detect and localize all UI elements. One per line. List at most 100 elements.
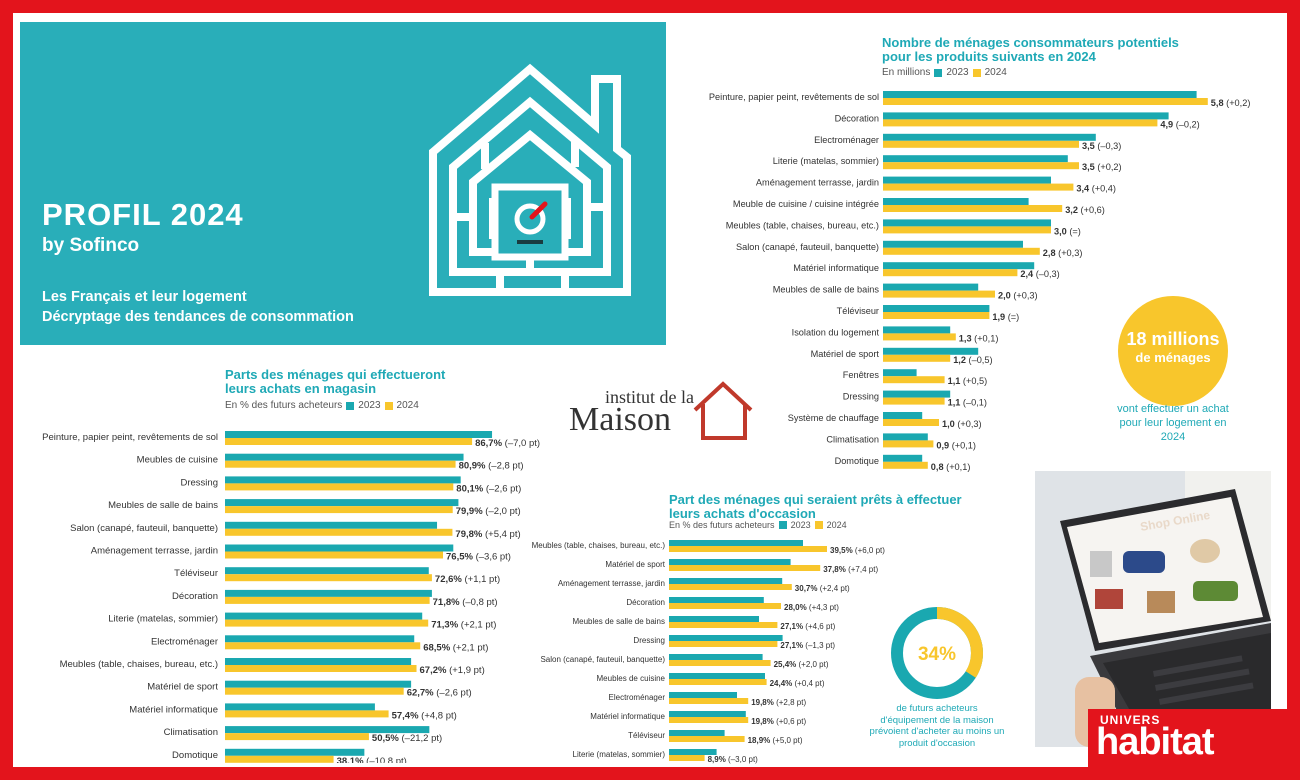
- bar-2024: [883, 205, 1063, 212]
- bar-2023: [225, 748, 365, 756]
- delta-label: (+0,2): [1224, 98, 1251, 108]
- delta-label: (+5,4 pt): [482, 529, 520, 540]
- value-label: 71,8%: [433, 597, 460, 608]
- bar-2023: [669, 616, 759, 622]
- delta-label: (–0,3): [1033, 269, 1060, 279]
- category-label: Meubles de salle de bains: [773, 285, 880, 295]
- bar-2023: [883, 91, 1197, 98]
- value-label: 57,4%: [392, 710, 419, 721]
- legend-label-2024: 2024: [396, 400, 419, 411]
- value-label: 1,1: [948, 376, 961, 386]
- data-label: 79,8% (+5,4 pt): [455, 529, 520, 540]
- category-label: Aménagement terrasse, jardin: [756, 178, 879, 188]
- bar-2023: [669, 749, 717, 755]
- category-label: Meuble de cuisine / cuisine intégrée: [733, 199, 879, 209]
- value-label: 72,6%: [435, 574, 462, 585]
- data-label: 8,9% (–3,0 pt): [708, 755, 759, 764]
- bar-2023: [669, 730, 725, 736]
- bar-2024: [883, 440, 934, 448]
- data-label: 72,6% (+1,1 pt): [435, 574, 500, 585]
- bar-2023: [883, 369, 917, 377]
- delta-label: (+0,1): [972, 333, 999, 343]
- bar-2024: [669, 565, 821, 571]
- data-label: 28,0% (+4,3 pt): [784, 603, 839, 612]
- value-label: 19,8%: [751, 698, 774, 707]
- delta-label: (–3,0 pt): [726, 755, 758, 764]
- value-label: 1,1: [948, 398, 961, 408]
- bar-2023: [883, 133, 1096, 141]
- bar-2024: [669, 717, 749, 723]
- data-label: 3,2 (+0,6): [1065, 205, 1105, 215]
- laptop-shop-photo: Shop Online: [1035, 471, 1271, 747]
- bar-2023: [669, 578, 783, 584]
- bar-2024: [883, 162, 1079, 170]
- bar-2024: [225, 642, 421, 650]
- value-label: 19,8%: [751, 717, 774, 726]
- hero-subheadline: Décryptage des tendances de consommation: [42, 309, 354, 325]
- data-label: 50,5% (–21,2 pt): [372, 733, 442, 744]
- value-label: 2,4: [1020, 269, 1034, 279]
- value-label: 5,8: [1211, 98, 1224, 108]
- bar-2023: [883, 283, 979, 291]
- value-label: 1,3: [959, 333, 972, 343]
- bar-2023: [225, 499, 459, 507]
- chart-store-subtitle: En % des futurs acheteurs: [225, 400, 343, 411]
- delta-label: (–1,3 pt): [803, 641, 835, 650]
- value-label: 3,0: [1054, 226, 1067, 236]
- bar-2023: [883, 347, 979, 355]
- laptop-illustration: Shop Online: [1035, 471, 1271, 747]
- value-label: 79,9%: [456, 506, 483, 517]
- data-label: 57,4% (+4,8 pt): [392, 710, 457, 721]
- data-label: 1,1 (–0,1): [948, 398, 987, 408]
- brand-byline: by Sofinco: [42, 235, 140, 256]
- bar-2024: [669, 584, 792, 590]
- category-label: Matériel de sport: [605, 560, 665, 569]
- value-label: 71,3%: [431, 620, 458, 631]
- bar-2024: [225, 596, 430, 604]
- category-label: Matériel de sport: [147, 682, 218, 693]
- category-label: Dressing: [181, 477, 219, 488]
- institut-logo-line1: institut de la: [605, 387, 694, 407]
- bar-2023: [883, 198, 1029, 205]
- delta-label: (+5,0 pt): [770, 736, 803, 745]
- value-label: 0,8: [931, 462, 944, 472]
- category-label: Domotique: [172, 750, 218, 761]
- legend-swatch-2024: [384, 401, 393, 410]
- data-label: 62,7% (–2,6 pt): [407, 688, 472, 699]
- category-label: Décoration: [835, 113, 879, 123]
- bar-2024: [225, 710, 389, 718]
- category-label: Peinture, papier peint, revêtements de s…: [42, 432, 218, 443]
- delta-label: (+6,0 pt): [853, 546, 886, 555]
- delta-label: (+7,4 pt): [846, 565, 879, 574]
- data-label: 3,0 (=): [1054, 226, 1081, 236]
- delta-label: (–2,8 pt): [486, 461, 524, 472]
- chart-store-title-line1: Parts des ménages qui effectueront: [225, 367, 446, 382]
- category-label: Décoration: [172, 591, 218, 602]
- delta-label: (–2,6 pt): [483, 483, 521, 494]
- delta-label: (+2,1 pt): [458, 620, 496, 631]
- data-label: 27,1% (–1,3 pt): [780, 641, 835, 650]
- bar-2024: [883, 247, 1040, 255]
- category-label: Matériel informatique: [590, 712, 665, 721]
- donut-caption: de futurs acheteurs d'équipement de la m…: [869, 703, 1005, 749]
- bar-2023: [225, 703, 375, 711]
- data-label: 1,3 (+0,1): [959, 333, 999, 343]
- chart-store: Peinture, papier peint, revêtements de s…: [42, 431, 540, 763]
- category-label: Aménagement terrasse, jardin: [91, 546, 218, 557]
- data-label: 86,7% (–7,0 pt): [475, 438, 540, 449]
- bar-2024: [669, 622, 778, 628]
- category-label: Electroménager: [609, 693, 666, 702]
- legend-swatch-2023: [346, 401, 355, 410]
- bar-2024: [883, 98, 1208, 105]
- data-label: 1,1 (+0,5): [948, 376, 988, 386]
- delta-label: (+0,4): [1089, 184, 1116, 194]
- data-label: 19,8% (+0,6 pt): [751, 717, 806, 726]
- delta-label: (+0,5): [960, 376, 987, 386]
- bar-2023: [225, 680, 412, 688]
- households-total-caption: vont effectuer un achat pour leur logeme…: [1117, 403, 1229, 443]
- value-label: 37,8%: [823, 565, 846, 574]
- category-label: Literie (matelas, sommier): [108, 614, 218, 625]
- data-label: 18,9% (+5,0 pt): [748, 736, 803, 745]
- category-label: Isolation du logement: [792, 327, 880, 337]
- delta-label: (+4,8 pt): [419, 710, 457, 721]
